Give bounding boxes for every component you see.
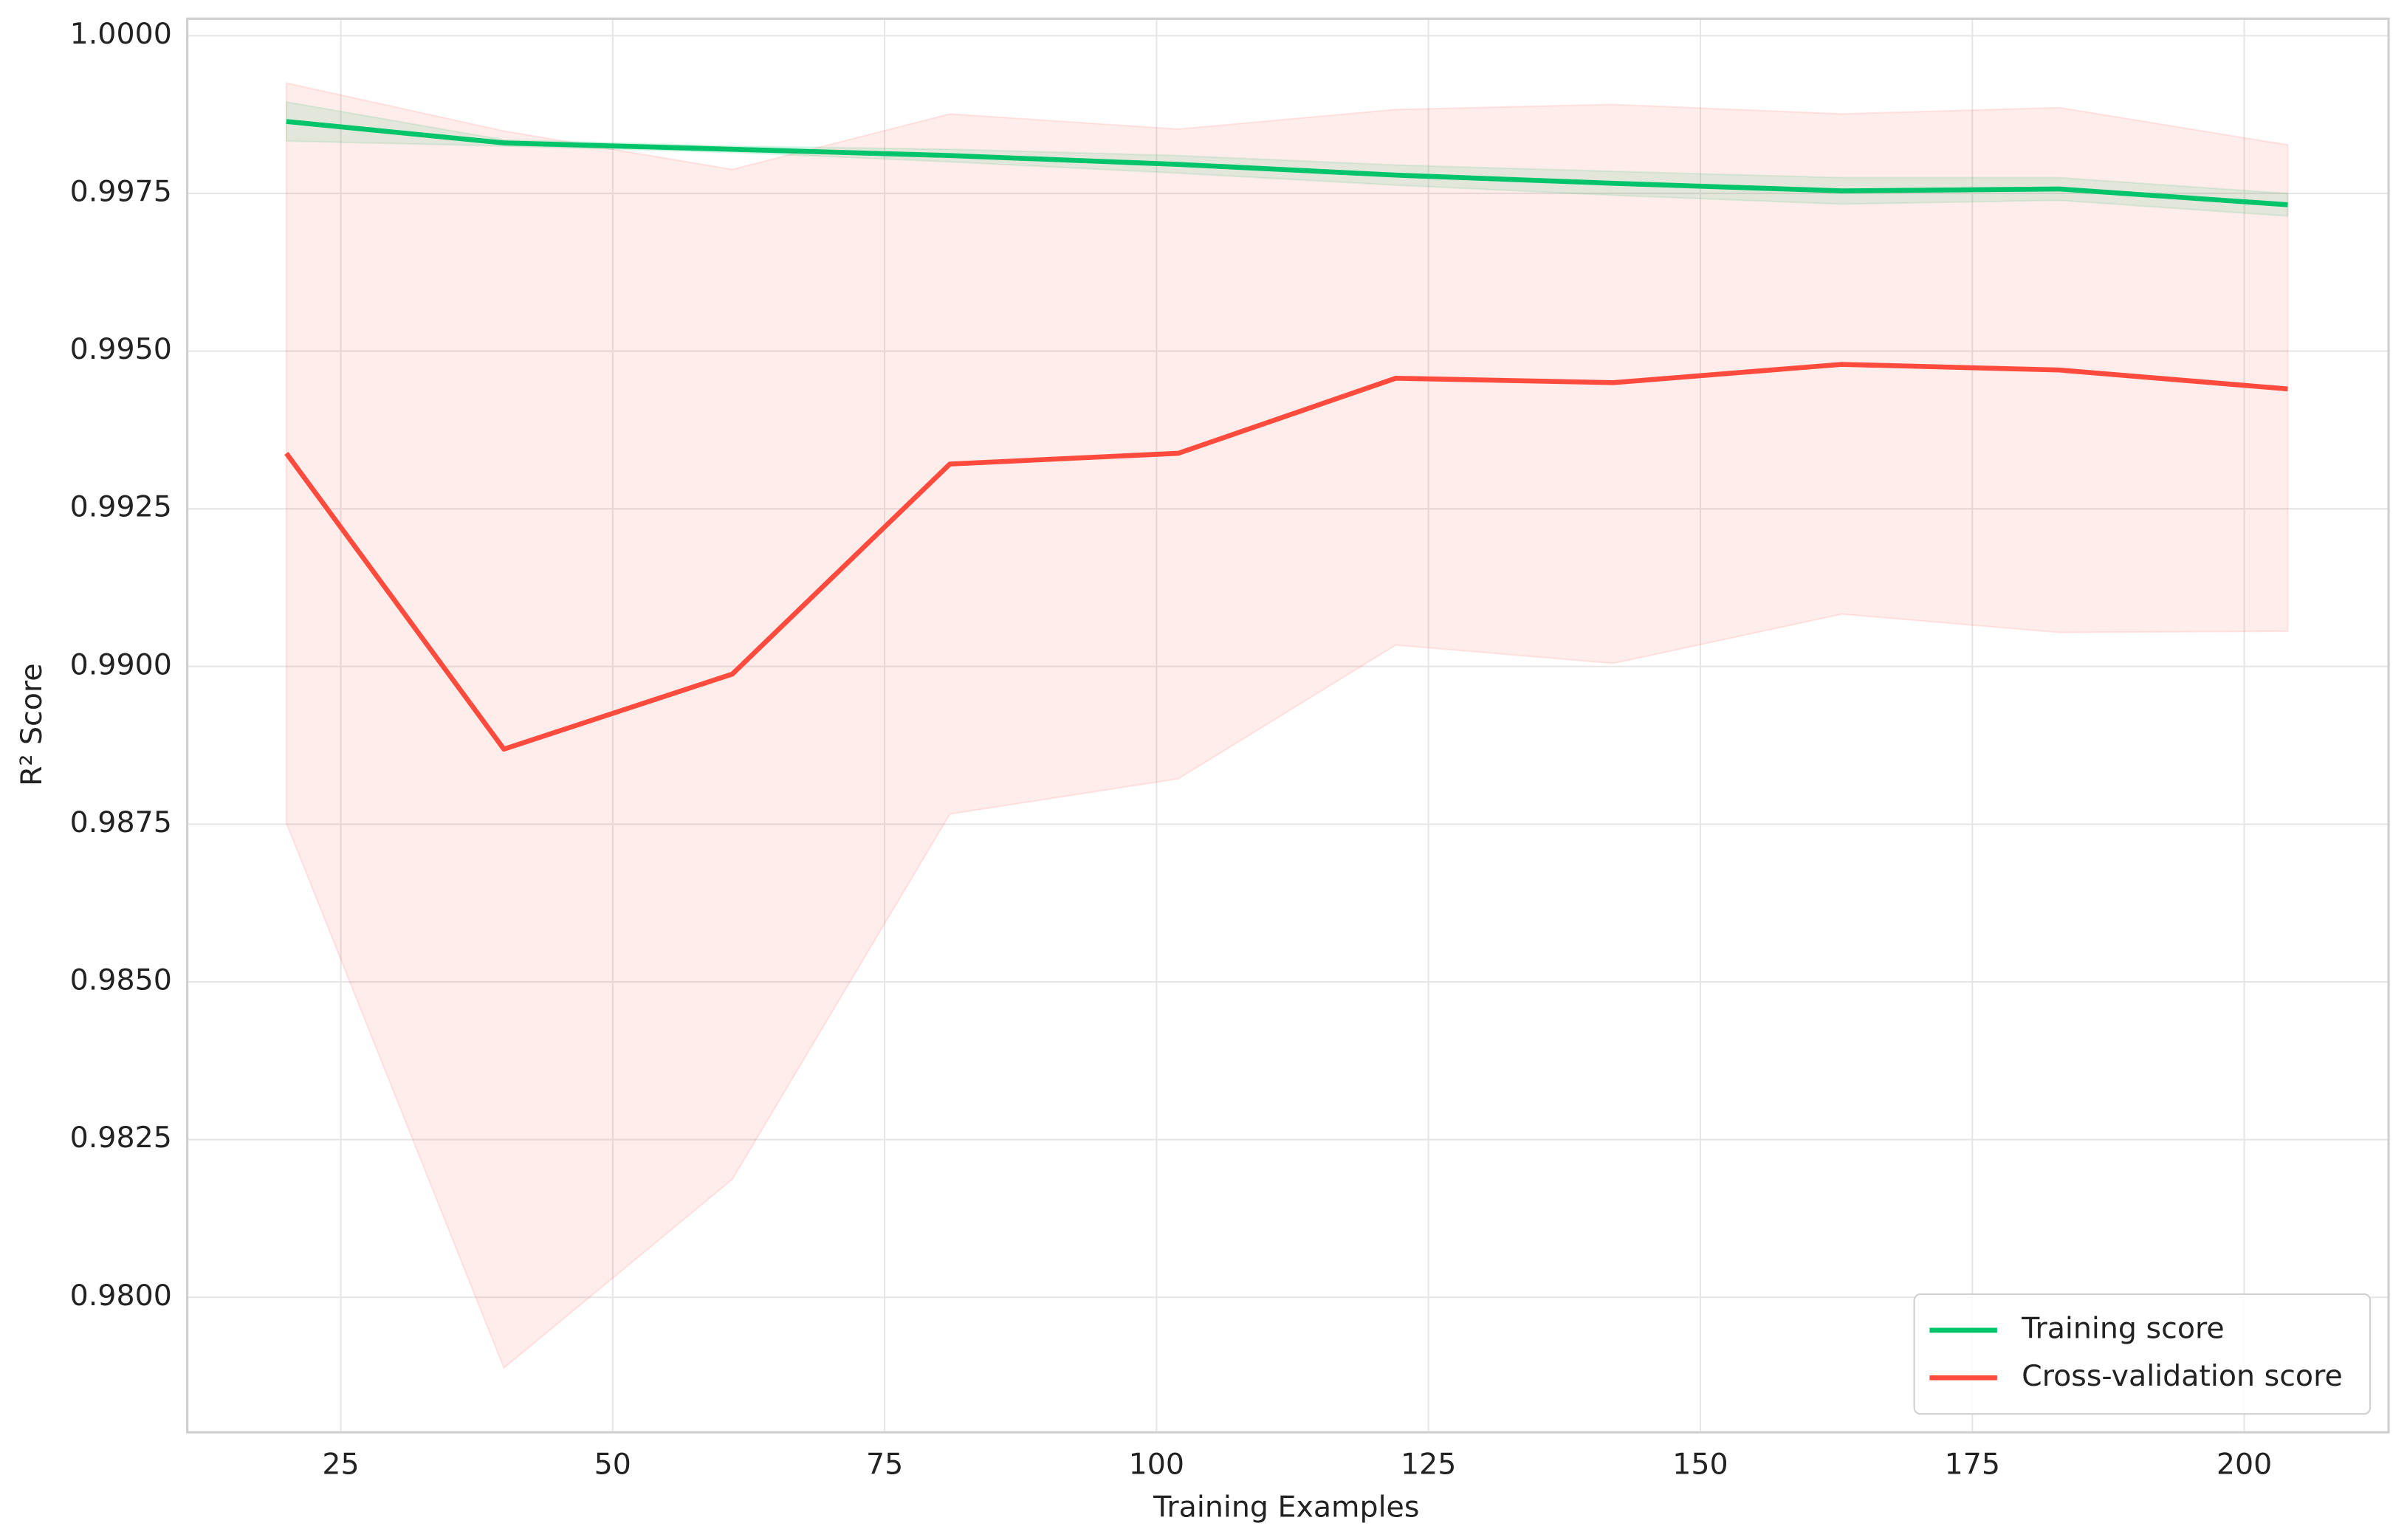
y-tick-label: 0.9950 (70, 332, 172, 366)
y-tick-label: 0.9875 (70, 805, 172, 839)
legend: Training score Cross-validation score (1913, 1293, 2372, 1415)
x-tick-label: 150 (1672, 1447, 1728, 1481)
series-line (286, 119, 2288, 207)
y-tick-label: 1.0000 (70, 17, 172, 51)
x-tick-label: 175 (1945, 1447, 2000, 1481)
plot (284, 82, 2289, 1369)
confidence-band (285, 82, 2289, 1369)
series-line (284, 362, 2288, 752)
grid (187, 18, 2389, 1433)
legend-box (1913, 1293, 2372, 1415)
y-tick-label: 0.9825 (70, 1121, 172, 1155)
y-tick-label: 0.9900 (70, 647, 172, 681)
legend-label: Training score (2021, 1311, 2225, 1345)
x-tick-label: 75 (866, 1447, 903, 1481)
legend-label: Cross-validation score (2022, 1359, 2343, 1393)
x-tick-label: 100 (1129, 1447, 1184, 1481)
y-tick-label: 0.9850 (70, 963, 172, 997)
y-tick-label: 0.9800 (70, 1279, 172, 1313)
y-axis-label: R² Score (15, 663, 49, 786)
x-axis-label: Training Examples (1153, 1491, 1419, 1524)
y-tick-label: 0.9975 (70, 174, 172, 208)
plot-frame (186, 17, 2390, 1434)
y-tick-label: 0.9925 (70, 490, 172, 524)
x-tick-label: 200 (2217, 1447, 2272, 1481)
x-tick-label: 50 (594, 1447, 631, 1481)
x-tick-label: 125 (1401, 1447, 1456, 1481)
x-tick-label: 25 (322, 1447, 359, 1481)
